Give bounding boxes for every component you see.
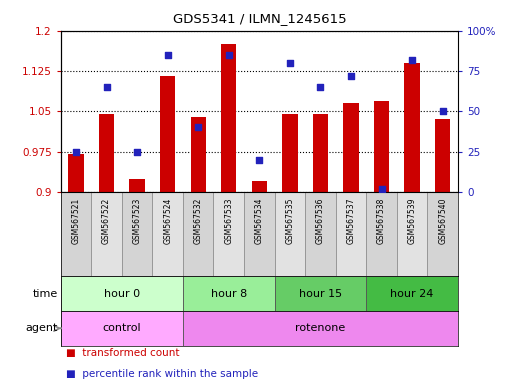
Text: GSM567538: GSM567538 xyxy=(376,198,385,244)
Point xyxy=(103,84,111,90)
Text: hour 15: hour 15 xyxy=(298,289,341,299)
Point xyxy=(194,124,202,131)
Bar xyxy=(98,114,114,192)
Bar xyxy=(396,192,427,276)
Point xyxy=(285,60,293,66)
Text: GSM567539: GSM567539 xyxy=(407,198,416,244)
Text: GSM567535: GSM567535 xyxy=(285,198,294,244)
Text: agent: agent xyxy=(26,323,58,333)
Text: GSM567540: GSM567540 xyxy=(437,198,446,244)
Bar xyxy=(373,101,388,192)
Bar xyxy=(183,192,213,276)
Bar xyxy=(129,179,144,192)
Text: rotenone: rotenone xyxy=(295,323,345,333)
Bar xyxy=(183,276,274,311)
Point xyxy=(133,149,141,155)
Text: GSM567523: GSM567523 xyxy=(132,198,141,244)
Bar xyxy=(282,114,297,192)
Bar xyxy=(152,192,183,276)
Point xyxy=(438,108,446,114)
Bar xyxy=(427,192,457,276)
Point xyxy=(72,149,80,155)
Bar xyxy=(434,119,449,192)
Bar xyxy=(221,44,236,192)
Bar xyxy=(312,114,327,192)
Text: hour 8: hour 8 xyxy=(210,289,246,299)
Point xyxy=(316,84,324,90)
Bar xyxy=(160,76,175,192)
Bar xyxy=(403,63,419,192)
Point xyxy=(224,52,232,58)
Point xyxy=(163,52,171,58)
Text: GSM567533: GSM567533 xyxy=(224,198,233,244)
Bar xyxy=(274,276,366,311)
Text: GSM567534: GSM567534 xyxy=(255,198,263,244)
Text: GSM567524: GSM567524 xyxy=(163,198,172,244)
Text: GDS5341 / ILMN_1245615: GDS5341 / ILMN_1245615 xyxy=(172,12,345,25)
Bar xyxy=(91,192,122,276)
Bar xyxy=(61,276,183,311)
Bar xyxy=(122,192,152,276)
Bar xyxy=(61,311,183,346)
Text: hour 0: hour 0 xyxy=(104,289,139,299)
Text: time: time xyxy=(33,289,58,299)
Point xyxy=(407,57,415,63)
Bar xyxy=(343,103,358,192)
Bar xyxy=(366,276,457,311)
Bar xyxy=(68,154,83,192)
Bar xyxy=(190,117,206,192)
Text: GSM567536: GSM567536 xyxy=(315,198,324,244)
Bar xyxy=(366,192,396,276)
Point xyxy=(346,73,355,79)
Text: GSM567522: GSM567522 xyxy=(102,198,111,244)
Bar xyxy=(274,192,305,276)
Point xyxy=(377,186,385,192)
Text: ■  transformed count: ■ transformed count xyxy=(66,348,179,358)
Text: GSM567521: GSM567521 xyxy=(71,198,80,244)
Bar xyxy=(251,181,267,192)
Text: ■  percentile rank within the sample: ■ percentile rank within the sample xyxy=(66,369,258,379)
Bar xyxy=(243,192,274,276)
Text: GSM567537: GSM567537 xyxy=(346,198,355,244)
Bar xyxy=(305,192,335,276)
Text: hour 24: hour 24 xyxy=(390,289,433,299)
Point xyxy=(255,157,263,163)
Bar xyxy=(213,192,243,276)
Bar xyxy=(183,311,457,346)
Text: GSM567532: GSM567532 xyxy=(193,198,203,244)
Bar xyxy=(335,192,366,276)
Bar xyxy=(61,192,91,276)
Text: control: control xyxy=(103,323,141,333)
